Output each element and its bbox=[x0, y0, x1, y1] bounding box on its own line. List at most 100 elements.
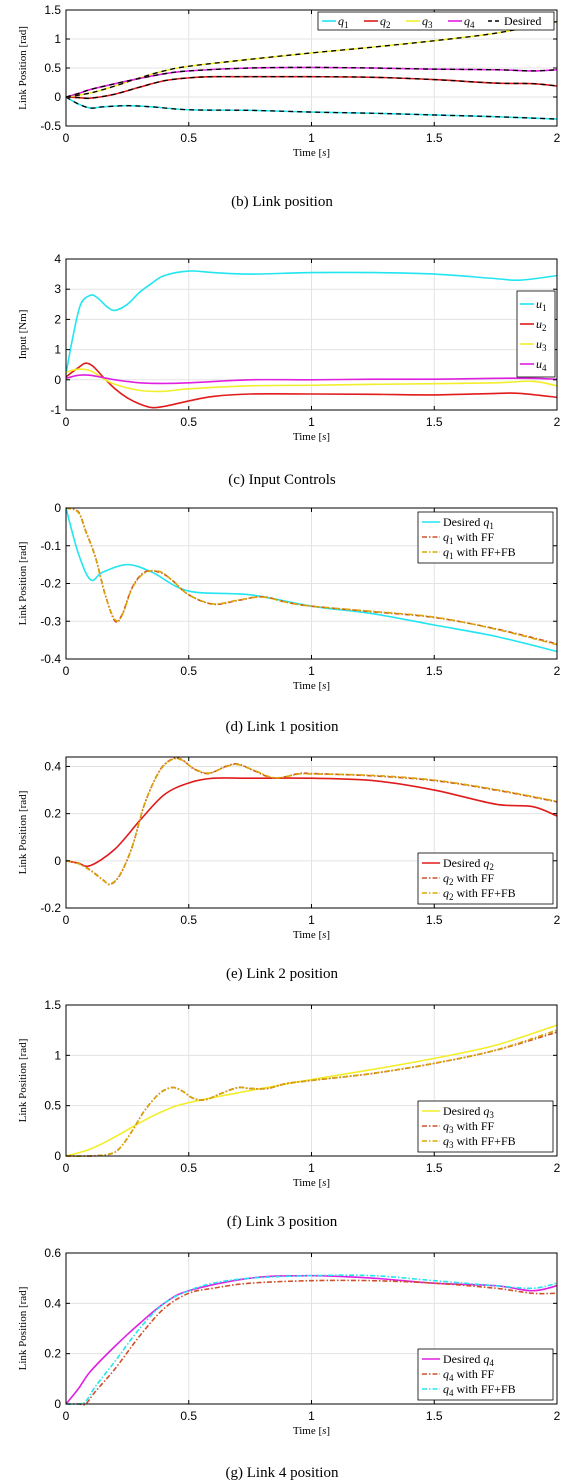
y-tick-label: 0.4 bbox=[44, 1296, 61, 1310]
series-desired-overlay bbox=[66, 66, 557, 98]
x-axis-label: Time [s] bbox=[293, 431, 330, 443]
y-axis-label: Link Position [rad] bbox=[17, 1287, 29, 1371]
legend-label: q1 bbox=[338, 14, 349, 30]
series-group bbox=[66, 20, 557, 120]
chart-panel-2: 0 0.5 1 1.5 2 -0.4 -0.3 -0.2 -0.1 0 Time [s] Link P… bbox=[17, 501, 561, 735]
x-tick-label: 2 bbox=[554, 913, 561, 927]
x-tick-label: 1.5 bbox=[426, 415, 443, 429]
x-tick-label: 1 bbox=[308, 664, 315, 678]
x-tick-label: 1 bbox=[308, 1409, 315, 1423]
legend-label: Desired q1 bbox=[443, 515, 494, 531]
series-group bbox=[66, 270, 557, 409]
legend-box bbox=[417, 1348, 554, 1401]
y-tick-label: 0.6 bbox=[44, 1246, 61, 1260]
y-tick-label: 0.5 bbox=[44, 61, 61, 75]
figure-caption: (f) Link 3 position bbox=[227, 1214, 338, 1230]
x-tick-label: 2 bbox=[554, 415, 561, 429]
y-tick-label: 1 bbox=[54, 32, 61, 46]
legend-box bbox=[417, 1100, 554, 1153]
x-axis-label: Time [s] bbox=[293, 1177, 330, 1189]
series-line-u1 bbox=[66, 270, 557, 374]
y-tick-label: 1 bbox=[54, 343, 61, 357]
y-tick-label: 0 bbox=[54, 90, 61, 104]
figure-caption: (c) Input Controls bbox=[228, 472, 336, 488]
y-tick-label: -0.2 bbox=[40, 577, 61, 591]
legend-label: q2 with FF+FB bbox=[443, 886, 516, 902]
legend-label: u4 bbox=[536, 357, 547, 373]
chart-panel-4: 0 0.5 1 1.5 2 0 0.5 1 1.5 Time [s] Link Position [… bbox=[17, 998, 561, 1230]
x-tick-label: 2 bbox=[554, 131, 561, 145]
y-tick-label: 3 bbox=[54, 282, 61, 296]
series-line-desired-q1 bbox=[66, 507, 557, 653]
legend-label: Desired bbox=[504, 14, 541, 28]
figure-caption: (g) Link 4 position bbox=[226, 1465, 339, 1481]
legend-label: q3 with FF bbox=[443, 1119, 495, 1135]
series-line-q4-with-ff-fb bbox=[66, 1274, 557, 1405]
x-tick-label: 0.5 bbox=[180, 664, 197, 678]
x-tick-label: 0.5 bbox=[180, 913, 197, 927]
x-tick-label: 1 bbox=[308, 131, 315, 145]
y-tick-label: 1.5 bbox=[44, 998, 61, 1012]
y-tick-label: -0.4 bbox=[40, 652, 61, 666]
y-tick-label: 0 bbox=[54, 1149, 61, 1163]
x-tick-label: 0.5 bbox=[180, 131, 197, 145]
legend-label: u1 bbox=[536, 297, 547, 313]
x-axis-label: Time [s] bbox=[293, 680, 330, 692]
x-tick-label: 0 bbox=[63, 664, 70, 678]
series-group bbox=[66, 1274, 557, 1406]
y-tick-label: 0 bbox=[54, 1397, 61, 1411]
y-tick-label: 0.5 bbox=[44, 1099, 61, 1113]
series-line-u2 bbox=[66, 362, 557, 409]
y-tick-label: -0.1 bbox=[40, 539, 61, 553]
series-line-q4-with-ff bbox=[66, 1279, 557, 1406]
series-group bbox=[66, 1024, 557, 1157]
legend-label: q1 with FF bbox=[443, 530, 495, 546]
x-tick-label: 0 bbox=[63, 913, 70, 927]
legend: u1 u2 u3 u4 bbox=[516, 290, 556, 378]
x-tick-label: 2 bbox=[554, 1161, 561, 1175]
legend-box bbox=[417, 852, 554, 905]
y-tick-label: 1 bbox=[54, 1048, 61, 1062]
series-line-q1-with-ff bbox=[66, 507, 557, 645]
chart-panel-5: 0 0.5 1 1.5 2 0 0.2 0.4 0.6 Time [s] Link Position… bbox=[17, 1246, 561, 1481]
y-tick-label: 0.2 bbox=[44, 807, 61, 821]
y-tick-label: 0 bbox=[54, 501, 61, 515]
y-tick-label: -1 bbox=[50, 403, 61, 417]
legend-label: q4 with FF+FB bbox=[443, 1382, 516, 1398]
x-tick-label: 0 bbox=[63, 1409, 70, 1423]
x-tick-label: 1.5 bbox=[426, 1161, 443, 1175]
x-tick-label: 2 bbox=[554, 1409, 561, 1423]
series-line-desired-q4 bbox=[66, 1274, 557, 1405]
series-line-q2-with-ff-fb bbox=[66, 757, 557, 885]
x-tick-label: 2 bbox=[554, 664, 561, 678]
series-line-q1-with-ff-fb bbox=[66, 507, 557, 646]
series-line-u4 bbox=[66, 373, 557, 385]
legend-label: Desired q2 bbox=[443, 856, 494, 872]
series-desired-overlay bbox=[66, 75, 557, 99]
figure-caption: (d) Link 1 position bbox=[226, 719, 339, 735]
x-tick-label: 0.5 bbox=[180, 1161, 197, 1175]
y-axis-label: Input [Nm] bbox=[17, 310, 29, 360]
legend-label: q4 with FF bbox=[443, 1367, 495, 1383]
figure-caption: (e) Link 2 position bbox=[226, 966, 339, 982]
x-tick-label: 0 bbox=[63, 1161, 70, 1175]
x-tick-label: 1.5 bbox=[426, 664, 443, 678]
legend-label: Desired q4 bbox=[443, 1352, 494, 1368]
x-axis-label: Time [s] bbox=[293, 147, 330, 159]
y-tick-label: 0 bbox=[54, 373, 61, 387]
x-tick-label: 0.5 bbox=[180, 1409, 197, 1423]
legend-label: Desired q3 bbox=[443, 1104, 494, 1120]
series-desired-overlay bbox=[66, 96, 557, 120]
y-tick-label: 0.2 bbox=[44, 1347, 61, 1361]
x-tick-label: 1 bbox=[308, 913, 315, 927]
legend-label: q3 bbox=[422, 14, 433, 30]
y-tick-label: 0.4 bbox=[44, 759, 61, 773]
series-line-q2-with-ff bbox=[66, 757, 557, 886]
legend-label: q4 bbox=[464, 14, 475, 30]
x-axis-label: Time [s] bbox=[293, 1425, 330, 1437]
legend: q1 q2 q3 q4 Desired bbox=[317, 11, 555, 31]
